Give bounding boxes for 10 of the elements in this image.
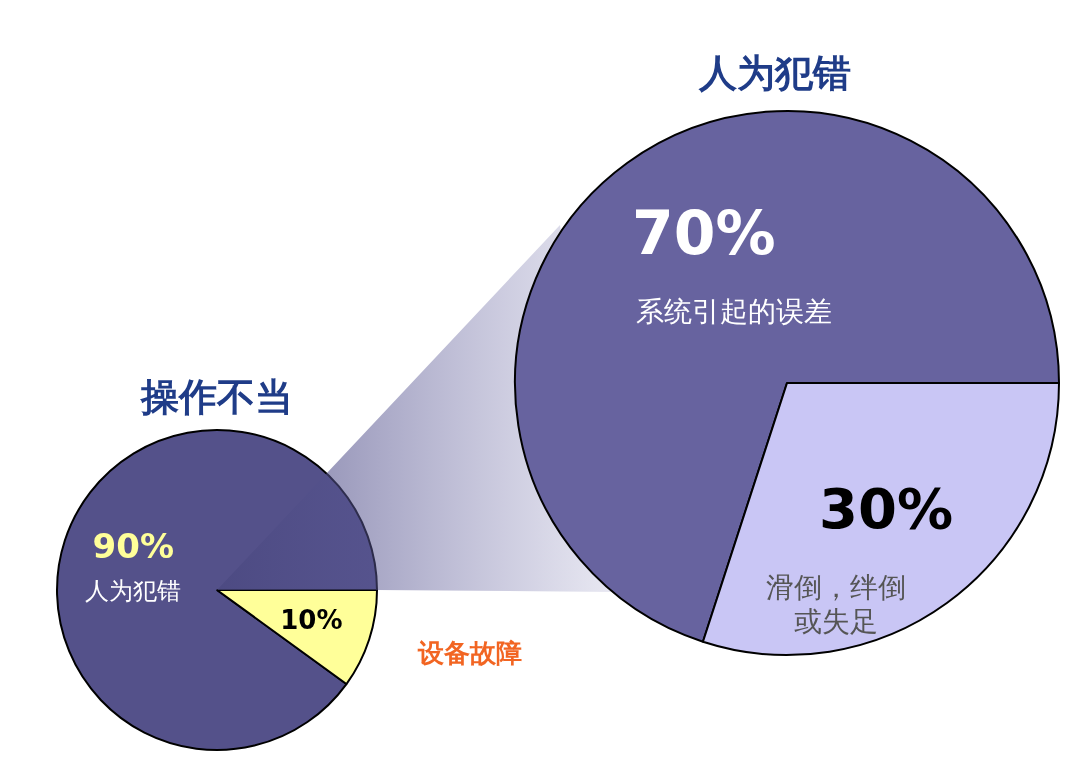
data-label: 10% xyxy=(280,605,343,636)
data-label: 70% xyxy=(632,198,776,269)
chart-title: 人为犯错 xyxy=(699,50,851,97)
data-label: 90% xyxy=(92,525,174,566)
chart-title: 操作不当 xyxy=(141,374,293,421)
slice-label: 人为犯错 xyxy=(85,577,182,606)
slice-label: 滑倒，绊倒或失足 xyxy=(766,570,907,638)
slice-label: 系统引起的误差 xyxy=(635,294,832,328)
data-label: 30% xyxy=(819,475,954,541)
slice-label: 设备故障 xyxy=(417,637,523,668)
